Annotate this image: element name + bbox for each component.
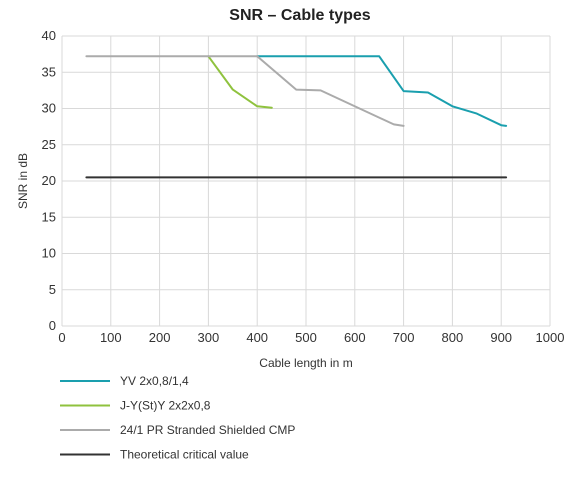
- series-line: [256, 55, 508, 127]
- y-tick-label: 5: [49, 282, 56, 297]
- x-tick-label: 100: [100, 330, 122, 345]
- y-tick-label: 15: [42, 209, 56, 224]
- series-line: [85, 55, 405, 127]
- x-tick-label: 500: [295, 330, 317, 345]
- x-tick-label: 900: [490, 330, 512, 345]
- x-tick-label: 800: [442, 330, 464, 345]
- x-tick-label: 700: [393, 330, 415, 345]
- y-tick-label: 20: [42, 173, 56, 188]
- y-axis-label: SNR in dB: [16, 153, 30, 209]
- y-tick-label: 30: [42, 101, 56, 116]
- grid-layer: [61, 35, 551, 327]
- legend-label: J-Y(St)Y 2x2x0,8: [120, 399, 211, 413]
- series-line: [207, 55, 273, 109]
- y-tick-label: 40: [42, 28, 56, 43]
- legend-label: Theoretical critical value: [120, 448, 249, 462]
- x-tick-label: 200: [149, 330, 171, 345]
- chart-title: SNR – Cable types: [229, 7, 370, 24]
- y-tick-label: 25: [42, 137, 56, 152]
- legend: YV 2x0,8/1,4 J-Y(St)Y 2x2x0,8 24/1 PR Stra…: [60, 374, 295, 462]
- legend-label: 24/1 PR Stranded Shielded CMP: [120, 423, 295, 437]
- y-tick-label: 10: [42, 246, 56, 261]
- x-axis-label: Cable length in m: [259, 356, 352, 370]
- series-layer: [85, 55, 508, 179]
- x-tick-label: 1000: [536, 330, 565, 345]
- x-tick-label: 600: [344, 330, 366, 345]
- legend-label: YV 2x0,8/1,4: [120, 374, 189, 388]
- x-tick-label: 300: [198, 330, 220, 345]
- x-tick-label: 400: [246, 330, 268, 345]
- x-tick-label: 0: [58, 330, 65, 345]
- y-tick-label: 35: [42, 64, 56, 79]
- y-tick-label: 0: [49, 318, 56, 333]
